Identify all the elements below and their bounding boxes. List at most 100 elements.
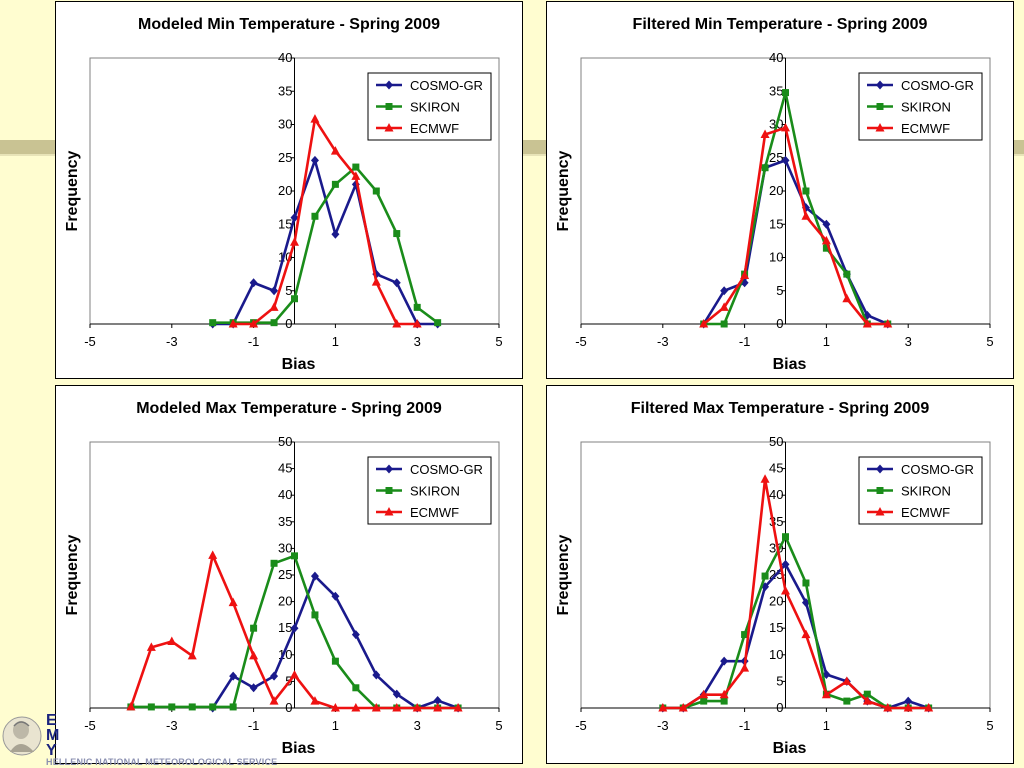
data-point xyxy=(843,697,851,705)
data-point xyxy=(658,703,668,712)
x-axis-label: Bias xyxy=(773,356,807,373)
data-point xyxy=(331,657,339,665)
data-point xyxy=(249,683,258,693)
data-point xyxy=(883,703,893,712)
data-point xyxy=(291,552,298,560)
data-point xyxy=(904,696,913,706)
x-tick-label: 5 xyxy=(495,718,502,733)
data-point xyxy=(678,703,688,712)
series-line xyxy=(702,159,889,326)
data-point xyxy=(903,703,913,712)
y-axis-label: Frequency xyxy=(555,150,572,231)
chart-panel-filtered-min: Filtered Min Temperature - Spring 200905… xyxy=(546,1,1014,379)
data-point xyxy=(782,533,789,541)
x-tick-label: 3 xyxy=(905,334,912,349)
x-tick-label: 1 xyxy=(823,334,830,349)
y-tick-label: 25 xyxy=(278,567,292,582)
data-point xyxy=(250,624,258,632)
y-tick-label: 35 xyxy=(769,83,783,98)
data-point xyxy=(331,591,340,601)
data-point xyxy=(291,295,298,303)
data-point xyxy=(433,696,442,706)
data-point xyxy=(842,293,852,303)
series-cosmo-gr xyxy=(208,571,463,713)
legend-label: ECMWF xyxy=(901,505,950,520)
y-tick-label: 50 xyxy=(278,434,292,449)
x-tick-label: 3 xyxy=(414,334,421,349)
data-point xyxy=(781,585,790,595)
data-point xyxy=(392,278,401,288)
data-point xyxy=(842,676,852,685)
series-ecmwf xyxy=(126,550,463,712)
series-line xyxy=(662,563,930,710)
data-point xyxy=(290,623,299,633)
legend-label: SKIRON xyxy=(410,100,460,115)
data-point xyxy=(351,630,360,640)
data-point xyxy=(311,212,319,220)
legend-marker xyxy=(875,507,885,516)
legend-marker xyxy=(385,464,393,474)
data-point xyxy=(412,703,422,712)
legend-marker xyxy=(876,80,884,90)
data-point xyxy=(453,703,463,712)
data-point xyxy=(412,319,422,328)
data-point xyxy=(311,611,319,619)
data-point xyxy=(781,559,790,569)
data-point xyxy=(699,689,709,699)
chart-svg: Modeled Max Temperature - Spring 2009051… xyxy=(64,400,503,757)
data-point xyxy=(330,146,340,155)
data-point xyxy=(821,689,831,699)
data-point xyxy=(310,114,320,123)
legend-label: ECMWF xyxy=(410,505,459,520)
y-tick-label: 15 xyxy=(278,620,292,635)
data-point xyxy=(290,670,299,679)
legend-label: COSMO-GR xyxy=(901,462,974,477)
x-tick-label: 5 xyxy=(495,334,502,349)
chart-svg: Filtered Min Temperature - Spring 200905… xyxy=(555,16,994,373)
data-point xyxy=(228,319,238,328)
x-axis-label: Bias xyxy=(282,740,316,757)
data-point xyxy=(187,650,197,660)
y-tick-label: 20 xyxy=(278,594,292,609)
series-line xyxy=(702,126,888,326)
data-point xyxy=(331,229,340,239)
data-point xyxy=(331,180,339,188)
data-point xyxy=(270,559,278,567)
y-tick-label: 30 xyxy=(278,117,292,132)
y-tick-label: 25 xyxy=(769,150,783,165)
x-tick-label: 3 xyxy=(414,718,421,733)
x-tick-label: 5 xyxy=(986,334,993,349)
data-point xyxy=(270,319,278,327)
legend: COSMO-GR SKIRON ECMWF xyxy=(367,456,492,525)
data-point xyxy=(433,703,443,712)
data-point xyxy=(352,163,360,171)
data-point xyxy=(392,319,402,328)
series-line xyxy=(212,159,438,326)
data-point xyxy=(270,671,279,681)
legend-label: COSMO-GR xyxy=(901,78,974,93)
series-ecmwf xyxy=(228,114,422,328)
data-point xyxy=(700,697,708,705)
y-tick-label: 20 xyxy=(769,183,783,198)
data-point xyxy=(147,703,155,711)
data-point xyxy=(883,319,893,328)
legend-marker xyxy=(384,123,394,132)
legend-marker xyxy=(876,487,884,494)
data-point xyxy=(434,319,442,327)
data-point xyxy=(371,277,381,286)
x-tick-label: -1 xyxy=(739,718,751,733)
data-point xyxy=(761,582,770,592)
data-point xyxy=(188,703,196,711)
data-point xyxy=(351,171,361,180)
chart-title: Filtered Min Temperature - Spring 2009 xyxy=(633,16,928,33)
data-point xyxy=(393,230,401,238)
data-point xyxy=(290,237,299,246)
data-point xyxy=(862,319,872,328)
chart-title: Modeled Min Temperature - Spring 2009 xyxy=(138,16,440,33)
data-point xyxy=(372,670,381,680)
data-point xyxy=(863,690,871,698)
x-tick-label: 5 xyxy=(986,718,993,733)
data-point xyxy=(249,278,258,288)
x-tick-label: 1 xyxy=(332,718,339,733)
legend-marker xyxy=(385,487,393,494)
